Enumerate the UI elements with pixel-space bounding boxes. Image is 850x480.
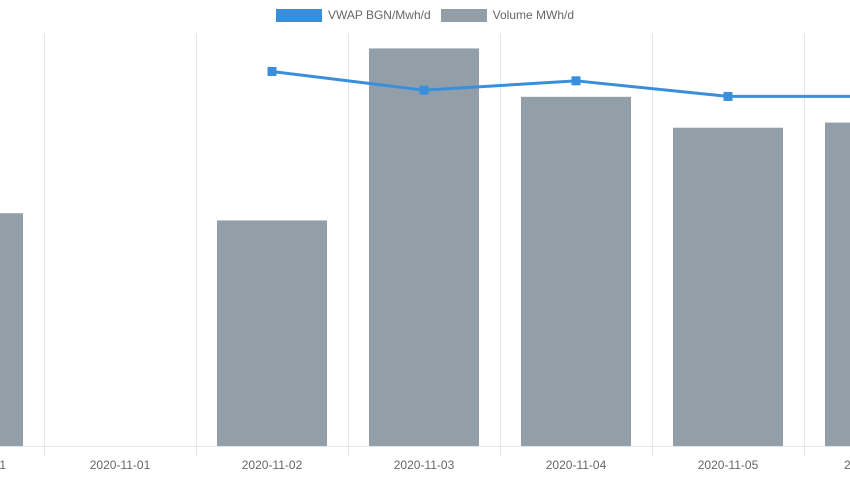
grid-lines — [0, 34, 850, 456]
x-tick-label: 2020-11-05 — [698, 458, 759, 472]
legend-label-volume: Volume MWh/d — [492, 8, 575, 22]
bar-volume-2020-11-04 — [521, 96, 631, 446]
x-tick-label: 2020-11-02 — [242, 458, 303, 472]
bar-volume-2020-10-31 — [0, 213, 23, 446]
x-tick-label: 2 — [844, 458, 850, 472]
vwap-point-2020-11-03 — [419, 85, 429, 95]
x-tick-label: 2020-11-04 — [546, 458, 607, 472]
x-tick-label: 2020-11-03 — [394, 458, 455, 472]
legend-swatch-vwap — [275, 8, 322, 22]
bar-series-volume — [0, 48, 850, 447]
legend-swatch-volume — [440, 8, 487, 22]
legend-item-vwap[interactable]: VWAP BGN/Mwh/d — [275, 8, 431, 22]
vwap-point-2020-11-05 — [723, 91, 733, 101]
bar-volume-2020-11-02 — [217, 220, 327, 446]
x-tick-label: 1 — [0, 458, 6, 472]
x-axis-tick-labels: 1 2020-11-01 2020-11-02 2020-11-03 2020-11-0… — [0, 458, 850, 472]
x-tick-label: 2020-11-01 — [90, 458, 151, 472]
bar-volume-2020-11-03 — [369, 48, 479, 447]
vwap-point-2020-11-02 — [267, 66, 277, 76]
legend: VWAP BGN/Mwh/d Volume MWh/d — [0, 8, 850, 22]
legend-label-vwap: VWAP BGN/Mwh/d — [327, 8, 431, 22]
bar-volume-2020-11-05 — [673, 127, 783, 446]
legend-item-volume[interactable]: Volume MWh/d — [440, 8, 575, 22]
line-series-vwap — [267, 66, 850, 101]
vwap-point-2020-11-04 — [571, 76, 581, 86]
bar-volume-2020-11-06 — [825, 122, 850, 446]
vwap-line — [271, 69, 850, 98]
